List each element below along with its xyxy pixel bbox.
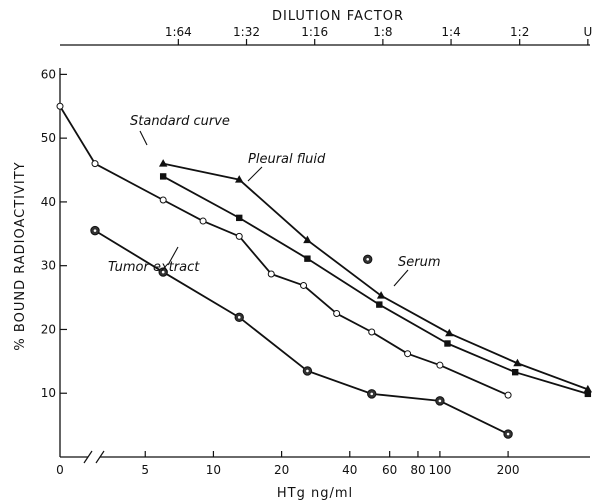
arrow-tumor-extract (167, 246, 179, 266)
data-point-open-circle (56, 102, 64, 110)
data-point-square (159, 173, 167, 180)
data-point-dotted-circle-center (506, 432, 510, 436)
data-point-triangle (158, 159, 168, 167)
x-tick-label: 60 (382, 463, 397, 477)
data-point-square (236, 214, 243, 222)
y-tick-label: 40 (41, 195, 56, 209)
x-tick-label: 5 (141, 463, 149, 477)
data-point-open-circle (333, 310, 341, 318)
x-axis-title: HTg ng/ml (277, 486, 353, 501)
top-tick-label: 1:8 (373, 25, 392, 39)
chart-axes: 10 20 30 40 50 60 0 5 10 20 40 60 80 100 200 1:64 1:32 1:… (41, 25, 593, 477)
data-point-open-circle (159, 196, 167, 204)
series-serum (159, 173, 592, 398)
x-axis-break-mark (83, 450, 93, 464)
data-point-open-circle (267, 270, 275, 278)
series-standard-curve (56, 102, 512, 399)
series-line-standard-curve (59, 105, 509, 396)
x-tick-label: 40 (342, 463, 357, 477)
top-tick-label: 1:2 (510, 25, 529, 39)
data-point-dotted-circle-center (370, 392, 374, 396)
y-tick-label: 30 (41, 259, 56, 273)
y-tick-label: 20 (41, 322, 56, 336)
data-point-open-circle (404, 350, 412, 358)
annotation-standard-curve: Standard curve (130, 114, 230, 129)
data-point-open-circle (436, 361, 444, 369)
data-point-triangle (583, 384, 593, 393)
data-point-dotted-circle-center (306, 369, 309, 373)
top-tick-label: 1:64 (165, 25, 192, 39)
data-point-triangle (303, 235, 312, 244)
data-point-square (376, 301, 383, 308)
x-tick-label: 20 (274, 463, 289, 477)
data-point-dotted-circle-center (237, 316, 241, 319)
x-tick-label: 0 (56, 463, 64, 477)
data-point-open-circle (199, 217, 207, 225)
data-point-square (304, 255, 311, 262)
series-tumor-extract (90, 225, 513, 439)
data-point-square (444, 340, 451, 347)
data-point-open-circle (504, 391, 512, 399)
data-point-dotted-circle-center (161, 270, 165, 274)
arrow-standard-curve (139, 130, 148, 146)
annotation-serum: Serum (398, 255, 441, 270)
y-axis-title: % BOUND RADIOACTIVITY (13, 161, 28, 350)
top-axis-title: DILUTION FACTOR (272, 9, 404, 24)
data-point-open-circle (300, 281, 308, 289)
annotation-tumor-extract: Tumor extract (108, 260, 200, 275)
chart-annotations: Standard curve Pleural fluid Serum Tumor… (108, 114, 441, 275)
series-pleural-fluid (158, 159, 593, 393)
series-line-pleural-fluid (162, 162, 589, 391)
y-tick-label: 60 (41, 67, 56, 81)
data-point-triangle (376, 291, 386, 299)
arrow-pleural-fluid (247, 166, 263, 182)
data-point-triangle (235, 175, 244, 183)
x-tick-label: 10 (206, 463, 221, 477)
top-tick-label: 1:16 (301, 25, 328, 39)
top-tick-label: 1:4 (441, 25, 460, 39)
x-axis-break-mark (95, 450, 105, 464)
data-point-triangle (445, 328, 454, 337)
series-line-serum (162, 175, 589, 395)
annotation-pleural-fluid: Pleural fluid (248, 152, 326, 167)
data-point-dotted-circle-center (93, 229, 97, 232)
x-tick-label: 80 (410, 463, 425, 477)
y-tick-label: 10 (41, 386, 56, 400)
data-point-dotted-circle-center (366, 258, 370, 261)
x-tick-label: 100 (428, 463, 451, 477)
data-point-triangle (513, 358, 522, 367)
chart-series (56, 102, 593, 439)
arrow-serum (393, 269, 409, 287)
data-point-square (512, 368, 519, 376)
data-point-dotted-circle-center (438, 399, 442, 403)
top-tick-label: U (583, 25, 592, 39)
top-tick-label: 1:32 (233, 25, 260, 39)
data-point-open-circle (91, 160, 99, 168)
y-tick-label: 50 (41, 131, 56, 145)
data-point-open-circle (368, 328, 376, 336)
x-tick-label: 200 (497, 463, 520, 477)
data-point-open-circle (235, 232, 243, 240)
data-point-square (584, 390, 592, 398)
